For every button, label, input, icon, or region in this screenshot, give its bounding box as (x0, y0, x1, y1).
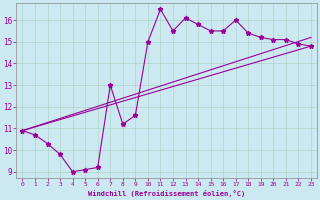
X-axis label: Windchill (Refroidissement éolien,°C): Windchill (Refroidissement éolien,°C) (88, 190, 245, 197)
